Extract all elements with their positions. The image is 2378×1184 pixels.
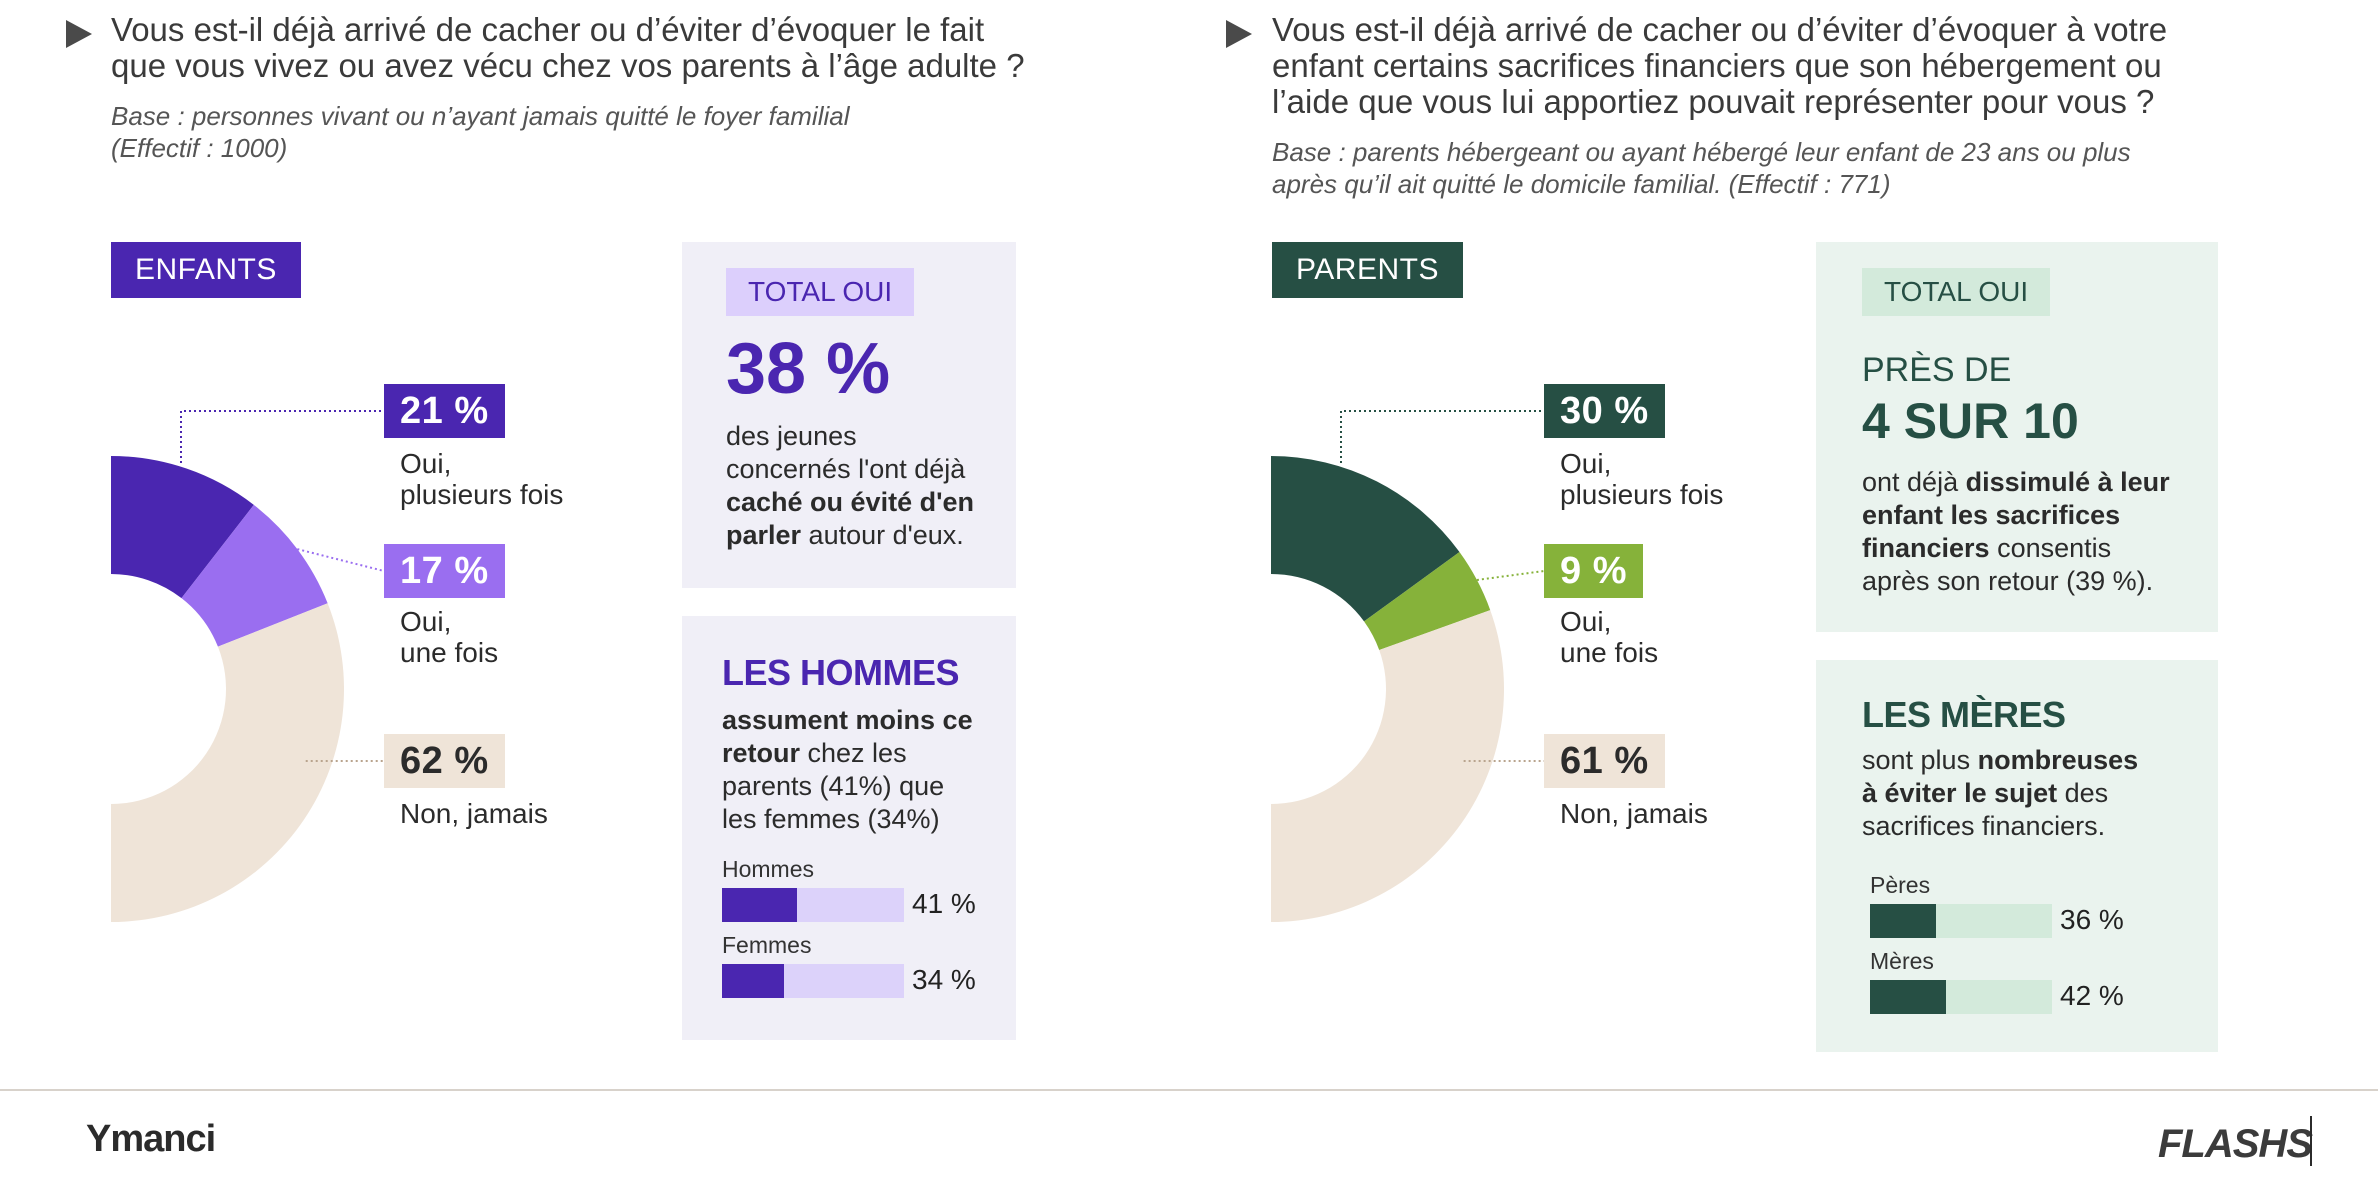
bar-fill-peres (1870, 904, 1936, 938)
base-line: après qu’il ait quitté le domicile famil… (1272, 169, 1891, 199)
text-line: concernés l'ont déjà (726, 454, 966, 484)
badge-non-jamais: 62 % (384, 734, 505, 788)
bar-fill-meres (1870, 980, 1947, 1014)
text-line: sont plus (1862, 745, 1978, 775)
total-oui-value: 38 % (726, 329, 891, 409)
text-bold: enfant les sacrifices (1862, 500, 2121, 530)
ymanci-logo: Ymanci (86, 1118, 216, 1160)
bar-label-peres: Pères (1870, 872, 1931, 898)
question-title: Vous est-il déjà arrivé de cacher ou d’é… (1272, 12, 2167, 120)
leader-line (1476, 570, 1545, 581)
answer-oui-une-fois: Oui, une fois (1560, 606, 1659, 668)
total-oui-value: 4 SUR 10 (1862, 393, 2079, 449)
hommes-heading: LES HOMMES (722, 652, 960, 693)
slice-oui-plusieurs (111, 456, 254, 599)
text-line: les femmes (34%) (722, 804, 940, 834)
text-line: autour d'eux. (801, 520, 964, 550)
footer-divider (0, 1089, 2378, 1091)
total-oui-text: ont déjà dissimulé à leur enfant les sac… (1862, 466, 2212, 598)
slice-non-jamais (1271, 610, 1504, 922)
badge-oui-une-fois: 9 % (1544, 544, 1643, 598)
hommes-text: assument moins ce retour chez les parent… (722, 704, 1012, 836)
text-bold: assument moins ce (722, 705, 973, 735)
hommes-card: LES HOMMES assument moins ce retour chez… (682, 616, 1016, 1040)
slice-non-jamais (111, 603, 344, 922)
text-line: après son retour (39 %). (1862, 566, 2154, 596)
enfants-panel: Vous est-il déjà arrivé de cacher ou d’é… (0, 0, 1190, 1090)
parents-donut-chart (1271, 410, 1545, 922)
bar-value-peres: 36 % (2060, 904, 2124, 935)
total-oui-pill: TOTAL OUI (1862, 268, 2051, 316)
base-note: Base : personnes vivant ou n’ayant jamai… (111, 100, 850, 164)
flashs-logo: FLASHS (2158, 1122, 2313, 1166)
bar-track-femmes (722, 964, 904, 998)
question-line: l’aide que vous lui apportiez pouvait re… (1272, 83, 2155, 120)
badge-oui-plusieurs: 30 % (1544, 384, 1665, 438)
base-note: Base : parents hébergeant ou ayant héber… (1272, 136, 2131, 200)
answer-oui-une-fois: Oui, une fois (400, 606, 499, 668)
bar-fill-hommes (722, 888, 797, 922)
bar-label-femmes: Femmes (722, 932, 812, 958)
text-bold: caché ou évité d'en (726, 487, 975, 517)
base-line: Base : personnes vivant ou n’ayant jamai… (111, 101, 850, 131)
total-oui-card: TOTAL OUI PRÈS DE 4 SUR 10 ont déjà diss… (1816, 242, 2218, 632)
text-line: des jeunes (726, 421, 857, 451)
badge-oui-une-fois: 17 % (384, 544, 505, 598)
bar-label-hommes: Hommes (722, 856, 815, 882)
play-arrow-icon (1226, 20, 1252, 48)
play-arrow-icon (66, 20, 92, 48)
parents-tag: PARENTS (1272, 242, 1463, 298)
slice-oui-plusieurs (1271, 456, 1460, 622)
question-line: Vous est-il déjà arrivé de cacher ou d’é… (111, 11, 985, 48)
answer-oui-plusieurs: Oui, plusieurs fois (400, 448, 564, 510)
leader-line (180, 410, 384, 463)
question-line: que vous vivez ou avez vécu chez vos par… (111, 47, 1025, 84)
total-oui-card: TOTAL OUI 38 % des jeunes concernés l'on… (682, 242, 1016, 588)
footer-separator (2310, 1116, 2312, 1166)
slice-oui-une-fois (1364, 552, 1491, 651)
question-line: enfant certains sacrifices financiers qu… (1272, 47, 2162, 84)
leader-line (1340, 410, 1544, 463)
enfants-donut-chart (111, 410, 385, 922)
text-bold: nombreuses (1977, 745, 2139, 775)
base-line: (Effectif : 1000) (111, 133, 288, 163)
leader-line (297, 548, 385, 572)
text-line: sacrifices financiers. (1862, 811, 2106, 841)
meres-heading: LES MÈRES (1862, 694, 2066, 735)
bar-value-hommes: 41 % (912, 888, 976, 919)
pres-de-label: PRÈS DE (1862, 351, 2012, 389)
bar-fill-femmes (722, 964, 784, 998)
answer-non-jamais: Non, jamais (400, 798, 548, 829)
bar-track-hommes (722, 888, 904, 922)
bar-label-meres: Mères (1870, 948, 1934, 974)
text-bold: dissimulé à leur (1965, 467, 2170, 497)
text-line: des (2057, 778, 2109, 808)
question-line: Vous est-il déjà arrivé de cacher ou d’é… (1272, 11, 2168, 48)
answer-non-jamais: Non, jamais (1560, 798, 1708, 829)
meres-text: sont plus nombreuses à éviter le sujet d… (1862, 744, 2212, 843)
text-bold: à éviter le sujet (1862, 778, 2058, 808)
answer-oui-plusieurs: Oui, plusieurs fois (1560, 448, 1724, 510)
bar-track-meres (1870, 980, 2052, 1014)
text-line: consentis (1989, 533, 2112, 563)
text-bold: financiers (1862, 533, 1990, 563)
badge-non-jamais: 61 % (1544, 734, 1665, 788)
text-line: chez les (800, 738, 907, 768)
parents-panel: Vous est-il déjà arrivé de cacher ou d’é… (1160, 0, 2378, 1090)
bar-value-femmes: 34 % (912, 964, 976, 995)
question-title: Vous est-il déjà arrivé de cacher ou d’é… (111, 12, 1025, 84)
total-oui-pill: TOTAL OUI (726, 268, 915, 316)
text-bold: parler (726, 520, 802, 550)
badge-oui-plusieurs: 21 % (384, 384, 505, 438)
bar-track-peres (1870, 904, 2052, 938)
meres-card: LES MÈRES sont plus nombreuses à éviter … (1816, 660, 2218, 1052)
text-line: ont déjà (1862, 467, 1966, 497)
total-oui-text: des jeunes concernés l'ont déjà caché ou… (726, 420, 1006, 552)
text-bold: retour (722, 738, 801, 768)
bar-value-meres: 42 % (2060, 980, 2124, 1011)
slice-oui-une-fois (181, 504, 328, 647)
enfants-tag: ENFANTS (111, 242, 301, 298)
text-line: parents (41%) que (722, 771, 945, 801)
base-line: Base : parents hébergeant ou ayant héber… (1272, 137, 2131, 167)
